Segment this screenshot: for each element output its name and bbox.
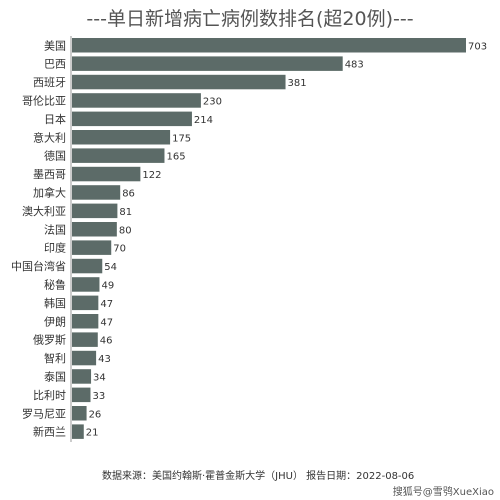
value-label: 230 [203, 96, 222, 107]
value-label: 703 [468, 41, 487, 52]
value-label: 33 [92, 391, 105, 402]
value-label: 21 [86, 428, 99, 439]
bar-16 [72, 332, 98, 347]
bar-0 [72, 38, 466, 53]
value-label: 47 [100, 299, 113, 310]
value-label: 43 [98, 354, 111, 365]
category-label: 比利时 [33, 389, 66, 402]
value-label: 49 [101, 280, 114, 291]
bar-6 [72, 148, 165, 163]
bar-21 [72, 424, 84, 439]
category-label: 日本 [44, 112, 66, 126]
category-label: 秘鲁 [44, 277, 66, 291]
bar-7 [72, 166, 141, 182]
value-label: 70 [113, 244, 126, 255]
bar-15 [72, 314, 99, 329]
chart-title: ---单日新增病亡病例数排名(超20例)--- [86, 8, 414, 30]
value-label: 81 [119, 207, 132, 218]
category-label: 巴西 [44, 58, 66, 71]
category-label: 德国 [44, 149, 66, 163]
bar-19 [72, 387, 91, 403]
category-label: 新西兰 [33, 425, 66, 439]
category-label: 西班牙 [33, 76, 66, 89]
category-label: 俄罗斯 [33, 334, 66, 347]
bar-18 [72, 369, 92, 384]
value-label: 165 [166, 152, 185, 163]
category-label: 墨西哥 [33, 168, 66, 181]
bar-4 [72, 111, 192, 127]
bar-17 [72, 350, 97, 366]
bar-2 [72, 74, 286, 90]
value-label: 34 [93, 372, 106, 383]
value-label: 175 [172, 133, 191, 144]
value-label: 80 [119, 225, 132, 236]
bar-10 [72, 222, 117, 237]
value-label: 381 [288, 78, 307, 89]
category-label: 法国 [44, 222, 66, 236]
category-label: 意大利 [33, 130, 66, 144]
bar-20 [72, 406, 87, 421]
bar-1 [72, 56, 343, 71]
value-label: 483 [345, 60, 364, 71]
bar-12 [72, 258, 103, 274]
category-label: 伊朗 [44, 315, 66, 328]
value-label: 122 [142, 170, 161, 181]
value-label: 86 [122, 188, 135, 199]
bar-13 [72, 277, 100, 292]
category-label: 哥伦比亚 [22, 93, 66, 107]
category-label: 美国 [44, 39, 66, 52]
category-label: 澳大利亚 [22, 204, 66, 218]
watermark: 搜狐号@雪鸮XueXiao [392, 487, 494, 498]
value-label: 26 [89, 409, 102, 420]
bar-8 [72, 185, 121, 200]
value-label: 46 [100, 336, 113, 347]
bar-14 [72, 295, 99, 311]
category-label: 智利 [44, 351, 66, 365]
category-label: 印度 [44, 241, 66, 255]
category-label: 中国台湾省 [11, 259, 66, 273]
bar-11 [72, 240, 112, 255]
value-label: 47 [100, 317, 113, 328]
category-label: 加拿大 [33, 185, 66, 199]
source-note: 数据来源：美国约翰斯·霍普金斯大学（JHU） 报告日期：2022-08-06 [102, 471, 415, 482]
category-label: 韩国 [44, 296, 66, 310]
category-label: 罗马尼亚 [22, 407, 66, 420]
value-label: 54 [104, 262, 117, 273]
category-label: 泰国 [44, 369, 66, 383]
bar-5 [72, 130, 171, 145]
value-label: 214 [194, 115, 213, 126]
bar-3 [72, 93, 201, 108]
bar-9 [72, 203, 118, 219]
